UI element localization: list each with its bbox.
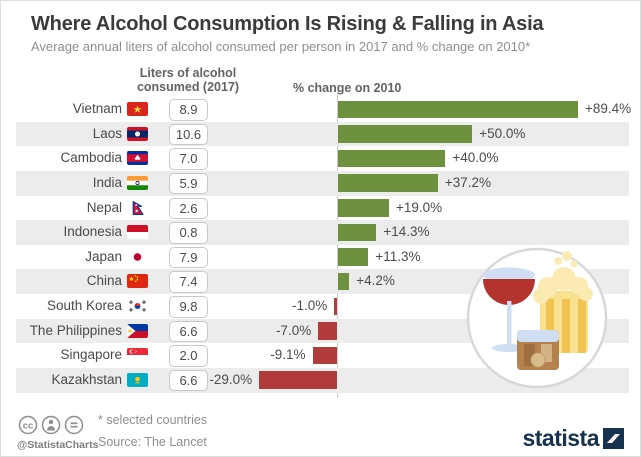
pct-change-bar [338,223,377,242]
laos-flag-icon [127,126,148,141]
whiskey-glass-icon [517,330,559,370]
table-row: South Korea 9.8 -1.0% [1,294,640,319]
pct-value-label: +40.0% [452,150,499,166]
pct-change-bar [338,272,350,291]
statista-logo-mark [603,428,624,449]
pct-change-bar [259,371,337,389]
table-row: Indonesia 0.8 +14.3% [1,220,640,245]
country-label: Laos [92,125,122,141]
japan-flag-icon [127,249,148,264]
liters-value-box: 7.0 [169,148,208,170]
singapore-flag-icon [127,348,148,363]
pct-column-header: % change on 2010 [293,81,402,95]
statista-handle: @StatistaCharts [17,439,99,451]
pct-change-bar [338,149,446,168]
table-row: Singapore 2.0 -9.1% [1,343,640,368]
kazakhstan-flag-icon [127,372,148,387]
pct-change-bar [338,248,369,266]
liters-value-box: 2.6 [169,197,208,219]
pct-change-bar [318,322,337,340]
equals-icon [64,415,84,435]
pct-change-bar [338,125,473,143]
south-korea-flag-icon [127,299,148,313]
pct-value-label: +11.3% [375,248,421,264]
country-label: Nepal [86,199,122,215]
country-label: China [86,273,122,289]
table-row: Nepal 2.6 +19.0% [1,196,640,221]
cc-license-icons: cc [18,415,84,435]
table-row: Vietnam 8.9 +89.4% [1,97,640,122]
row-stripe [16,220,629,245]
country-label: Kazakhstan [51,371,122,387]
country-label: Singapore [60,347,122,363]
liters-value-box: 6.6 [169,369,208,392]
country-label: Indonesia [63,224,122,240]
pct-value-label: +4.2% [356,273,395,289]
cambodia-flag-icon [127,151,148,166]
table-row: India 5.9 +37.2% [1,170,640,196]
indonesia-flag-icon [127,225,148,240]
liters-value-box: 2.0 [169,345,208,367]
liters-value-box: 8.9 [169,99,208,121]
table-row: Laos 10.6 +50.0% [1,121,640,147]
vietnam-flag-icon [127,102,148,116]
cc-icon [18,415,38,435]
china-flag-icon [127,274,148,289]
liters-value-box: 6.6 [169,320,208,343]
pct-value-label: +19.0% [396,199,443,215]
pct-value-label: -1.0% [292,298,328,313]
liters-column-header: Liters of alcohol consumed (2017) [136,66,240,95]
chart-subtitle: Average annual liters of alcohol consume… [31,39,531,54]
nepal-flag-icon [127,200,148,215]
pct-change-bar [338,199,389,217]
svg-text:cc: cc [23,421,34,432]
philippines-flag-icon [127,323,148,338]
country-label: South Korea [46,298,122,313]
attribution-person-icon [41,415,61,435]
liters-value-box: 10.6 [169,123,208,146]
statista-logo-text: statista [522,425,599,451]
country-label: Japan [85,248,122,264]
liters-value-box: 0.8 [169,222,208,244]
country-label: The Philippines [29,322,122,338]
liters-value-box: 7.9 [169,246,208,269]
table-row: Cambodia 7.0 +40.0% [1,146,640,171]
pct-value-label: -29.0% [209,371,253,387]
source-note: Source: The Lancet [98,435,207,449]
pct-value-label: +89.4% [585,101,632,116]
pct-change-bar [338,174,438,192]
footnote: * selected countries [98,413,208,427]
pct-value-label: +50.0% [479,125,526,141]
statista-logo: statista [522,425,624,452]
country-label: Vietnam [72,101,122,116]
pct-value-label: -9.1% [270,347,306,363]
row-stripe [16,170,629,196]
liters-value-box: 9.8 [169,296,208,318]
page-title: Where Alcohol Consumption Is Rising & Fa… [31,13,544,35]
country-label: Cambodia [60,150,122,166]
row-stripe [16,121,629,147]
india-flag-icon [127,175,148,190]
pct-value-label: -7.0% [275,322,312,338]
table-row: Japan 7.9 +11.3% [1,245,640,270]
drinks-illustration [466,247,608,389]
liters-value-box: 7.4 [169,271,208,293]
pct-change-bar [312,346,337,365]
country-label: India [92,174,122,190]
liters-value-box: 5.9 [169,172,208,195]
pct-value-label: +14.3% [383,224,430,240]
pct-change-bar [334,297,337,315]
pct-value-label: +37.2% [444,174,492,190]
pct-change-bar [338,100,578,118]
